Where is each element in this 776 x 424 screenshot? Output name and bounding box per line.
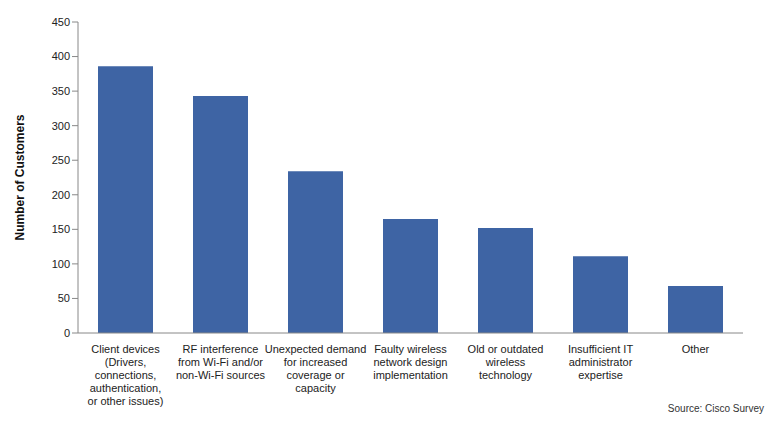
svg-text:350: 350 bbox=[52, 85, 70, 97]
svg-text:100: 100 bbox=[52, 258, 70, 270]
svg-text:Insufficient ITadministratorex: Insufficient ITadministratorexpertise bbox=[568, 343, 633, 381]
svg-text:0: 0 bbox=[64, 327, 70, 339]
svg-text:Number of Customers: Number of Customers bbox=[13, 114, 27, 240]
svg-text:Other: Other bbox=[682, 343, 710, 355]
svg-text:Client devices(Drivers,connect: Client devices(Drivers,connections,authe… bbox=[88, 343, 164, 407]
svg-text:Faulty wirelessnetwork designi: Faulty wirelessnetwork designimplementat… bbox=[373, 343, 448, 381]
svg-text:250: 250 bbox=[52, 154, 70, 166]
svg-text:400: 400 bbox=[52, 50, 70, 62]
svg-text:200: 200 bbox=[52, 189, 70, 201]
html-text:Source: Cisco Survey: Source: Cisco Survey bbox=[667, 403, 764, 414]
svg-text:150: 150 bbox=[52, 223, 70, 235]
svg-text:Unexpected demandfor increased: Unexpected demandfor increasedcoverage o… bbox=[265, 343, 367, 394]
svg-text:300: 300 bbox=[52, 120, 70, 132]
svg-text:450: 450 bbox=[52, 16, 70, 28]
svg-text:RF interferencefrom Wi-Fi and/: RF interferencefrom Wi-Fi and/ornon-Wi-F… bbox=[176, 343, 266, 381]
svg-text:50: 50 bbox=[58, 292, 70, 304]
svg-text:Old or outdatedwirelesstechnol: Old or outdatedwirelesstechnology bbox=[468, 343, 544, 381]
